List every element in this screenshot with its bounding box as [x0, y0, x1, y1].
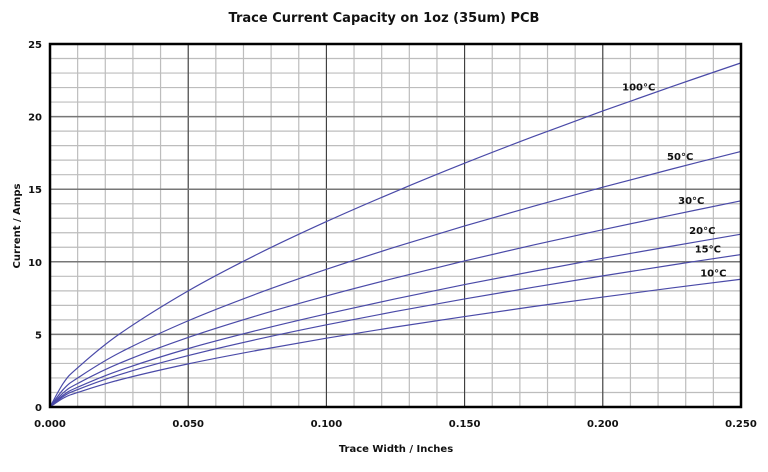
tick-labels: 0.000 0.050 0.100 0.150 0.200 0.250 0 5 10 15 20 25 — [28, 40, 757, 430]
x-tick-label: 0.050 — [172, 419, 204, 430]
series-label: 50°C — [667, 152, 693, 163]
y-axis-label: Current / Amps — [12, 184, 23, 269]
plot-frame — [48, 42, 743, 409]
series-label: 15°C — [695, 245, 721, 256]
y-tick-label: 25 — [28, 40, 42, 51]
series-line — [49, 253, 742, 408]
series-line — [49, 62, 742, 408]
y-tick-label: 15 — [28, 185, 42, 196]
x-tick-label: 0.200 — [587, 419, 619, 430]
series-lines — [49, 62, 742, 408]
y-tick-label: 10 — [28, 258, 42, 269]
chart-title: Trace Current Capacity on 1oz (35um) PCB — [229, 11, 540, 26]
series-labels: 100°C 50°C 30°C 20°C 15°C 10°C — [622, 82, 726, 279]
x-tick-label: 0.250 — [725, 419, 757, 430]
y-tick-label: 5 — [35, 330, 42, 341]
series-label: 100°C — [622, 82, 655, 93]
grid — [49, 43, 742, 408]
y-tick-label: 20 — [28, 113, 42, 124]
x-tick-label: 0.100 — [311, 419, 343, 430]
y-tick-label: 0 — [35, 403, 42, 414]
series-line — [49, 233, 742, 408]
series-line — [49, 200, 742, 408]
series-label: 20°C — [689, 226, 715, 237]
x-axis-label: Trace Width / Inches — [339, 444, 453, 455]
series-line — [49, 278, 742, 408]
series-label: 30°C — [678, 196, 704, 207]
x-tick-label: 0.150 — [449, 419, 481, 430]
series-label: 10°C — [700, 269, 726, 280]
x-tick-label: 0.000 — [34, 419, 66, 430]
series-line — [49, 150, 742, 408]
